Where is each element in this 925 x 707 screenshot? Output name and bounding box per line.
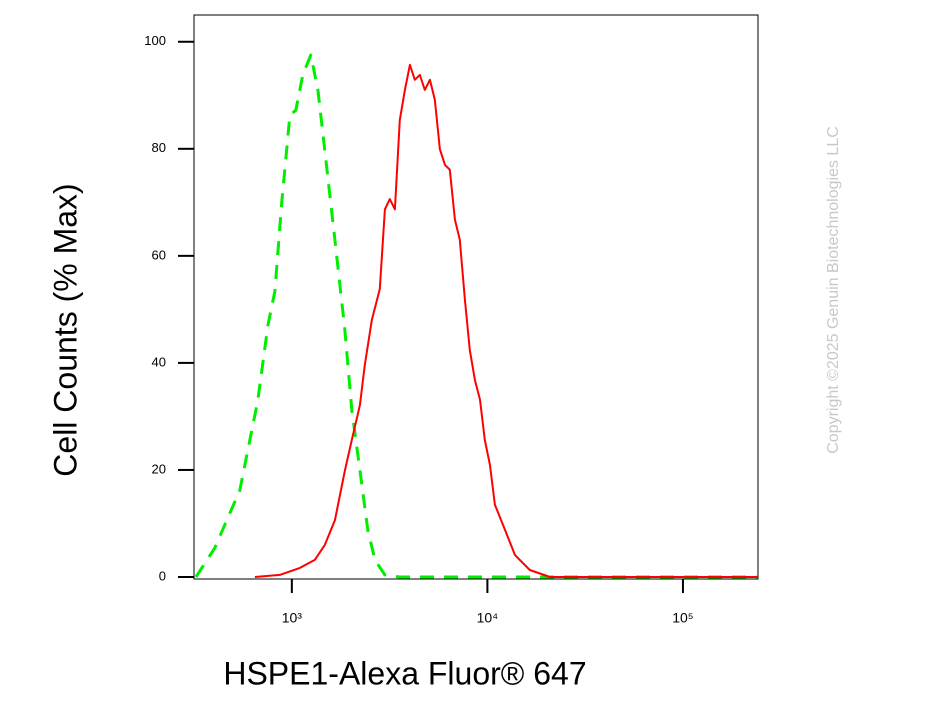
y-tick-label: 40 [152, 354, 166, 369]
y-axis-label: Cell Counts (% Max) [47, 183, 83, 476]
x-tick-label: 10³ [282, 610, 303, 626]
y-tick-label: 100 [144, 33, 166, 48]
y-tick-label: 80 [152, 140, 166, 155]
x-axis-label: HSPE1-Alexa Fluor® 647 [223, 655, 586, 691]
y-tick-label: 60 [152, 247, 166, 262]
watermark: Copyright ©2025 Genuin Biotechnologies L… [825, 126, 842, 454]
histogram-line [254, 63, 758, 578]
x-tick-label: 10⁵ [672, 610, 693, 626]
plot-frame [193, 14, 759, 580]
histogram-line [194, 53, 758, 579]
y-tick-label: 20 [152, 461, 166, 476]
x-tick-label: 10⁴ [477, 610, 499, 626]
y-tick-label: 0 [159, 568, 166, 583]
